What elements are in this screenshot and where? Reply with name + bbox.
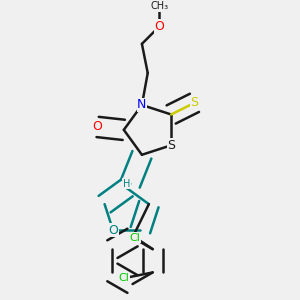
Text: S: S [167,139,175,152]
Text: S: S [190,96,199,109]
Text: CH₃: CH₃ [150,1,168,11]
Text: Cl: Cl [118,273,129,283]
Text: O: O [93,121,103,134]
Text: N: N [137,98,147,112]
Text: Cl: Cl [130,232,141,242]
Text: H: H [123,179,130,189]
Text: O: O [154,20,164,33]
Text: O: O [108,224,118,237]
